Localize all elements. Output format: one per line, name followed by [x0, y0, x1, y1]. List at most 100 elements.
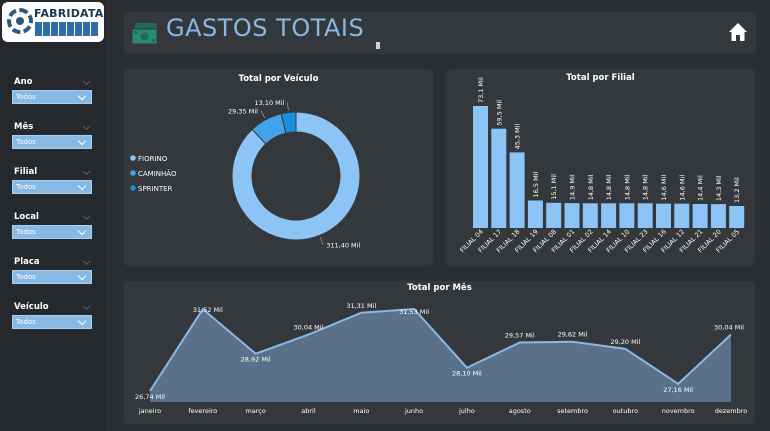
area-data-label: 31,53 Mil — [399, 308, 429, 316]
bar-data-label: 14,8 Mil — [605, 174, 613, 200]
donut-data-label: 29,35 Mil — [228, 107, 258, 115]
bar[interactable] — [564, 203, 580, 228]
chart-title-mes: Total por Mês — [407, 283, 472, 293]
chevron-down-icon — [77, 226, 87, 236]
area-data-label: 29,20 Mil — [610, 338, 640, 346]
month-label: agosto — [509, 407, 531, 415]
bar-data-label: 14,8 Mil — [587, 174, 595, 200]
filter-mes-label: Mês — [14, 122, 34, 132]
bar[interactable] — [637, 203, 653, 228]
area-data-label: 29,62 Mil — [558, 331, 588, 339]
bar[interactable] — [656, 203, 671, 228]
collapse-chevron-icon[interactable] — [82, 302, 91, 311]
bar-data-label: 16,5 Mil — [532, 172, 540, 198]
month-label: setembro — [557, 407, 588, 415]
gear-icon — [7, 8, 33, 34]
filter-placa-label: Placa — [14, 257, 40, 267]
filter-local-label: Local — [14, 212, 39, 222]
area-data-label: 27,16 Mil — [663, 386, 693, 394]
legend-marker — [130, 155, 136, 161]
collapse-chevron-icon[interactable] — [82, 122, 91, 131]
leader-line — [320, 237, 324, 245]
filter-filial-dropdown[interactable]: Todos — [12, 180, 92, 194]
area-data-label: 31,52 Mil — [193, 306, 223, 314]
chart-title-filial: Total por Filial — [566, 73, 635, 83]
month-label: fevereiro — [188, 407, 217, 415]
chevron-down-icon — [77, 181, 87, 191]
area-line — [149, 307, 732, 392]
collapse-chevron-icon[interactable] — [82, 77, 91, 86]
sidebar: FABRIDATA Ano Todos Mês Todos Filial Tod… — [0, 0, 107, 431]
bar[interactable] — [729, 205, 745, 228]
legend-item-sprinter[interactable]: SPRINTER — [138, 185, 173, 193]
filter-local-value: Todos — [16, 228, 36, 236]
area-fill — [150, 309, 731, 402]
page-header: GASTOS TOTAIS — [124, 12, 756, 54]
bar[interactable] — [710, 204, 726, 228]
legend-item-fiorino[interactable]: FIORINO — [138, 155, 168, 163]
chevron-down-icon — [77, 316, 87, 326]
bar[interactable] — [546, 202, 562, 228]
bar[interactable] — [473, 106, 488, 228]
page-title: GASTOS TOTAIS — [166, 14, 365, 42]
bar[interactable] — [582, 203, 598, 228]
collapse-chevron-icon[interactable] — [82, 167, 91, 176]
filter-ano-value: Todos — [16, 93, 36, 101]
month-label: maio — [353, 407, 369, 415]
bar-data-label: 15,1 Mil — [550, 174, 558, 200]
money-icon — [131, 23, 158, 45]
donut-slice-sprinter[interactable] — [280, 111, 297, 134]
bar-data-label: 14,4 Mil — [697, 175, 705, 201]
bar[interactable] — [509, 152, 525, 228]
filter-veiculo-dropdown[interactable]: Todos — [12, 315, 92, 329]
bar-data-label: 14,6 Mil — [678, 175, 686, 201]
chevron-down-icon — [77, 91, 87, 101]
donut-slice-fiorino[interactable] — [231, 111, 361, 241]
bar[interactable] — [674, 203, 690, 228]
month-label: outubro — [613, 407, 638, 415]
area-data-label: 26,74 Mil — [135, 393, 165, 401]
bar-data-label: 59,5 Mil — [495, 100, 503, 126]
month-label: janeiro — [138, 407, 161, 415]
area-data-label: 31,31 Mil — [346, 302, 376, 310]
bar[interactable] — [491, 128, 507, 228]
fabridata-logo: FABRIDATA — [2, 2, 104, 42]
collapse-chevron-icon[interactable] — [82, 212, 91, 221]
filter-placa-value: Todos — [16, 273, 36, 281]
filter-ano-dropdown[interactable]: Todos — [12, 90, 92, 104]
logo-text: FABRIDATA — [34, 7, 104, 20]
bar[interactable] — [527, 200, 543, 228]
month-label: junho — [404, 407, 423, 415]
leader-line — [260, 110, 266, 119]
area-data-label: 28,92 Mil — [241, 356, 271, 364]
bar[interactable] — [619, 203, 635, 228]
leader-line — [287, 102, 289, 111]
panel-total-por-mes: Total por Mês 26,74 Mil janeiro 31,52 Mil f… — [124, 281, 755, 424]
filter-local-dropdown[interactable]: Todos — [12, 225, 92, 239]
filter-placa-dropdown[interactable]: Todos — [12, 270, 92, 284]
bar[interactable] — [601, 203, 617, 228]
bar[interactable] — [692, 203, 708, 228]
bar-data-label: 14,3 Mil — [715, 175, 723, 201]
month-label: abril — [301, 407, 316, 415]
collapse-chevron-icon[interactable] — [82, 257, 91, 266]
panel-total-por-filial: Total por Filial 73,1 Mil FILIAL 04 59,5 M… — [446, 69, 755, 266]
month-label: dezembro — [715, 407, 748, 415]
bar-data-label: 45,3 Mil — [514, 123, 522, 149]
area-data-label: 30,04 Mil — [294, 324, 324, 332]
filter-mes-value: Todos — [16, 138, 36, 146]
home-icon[interactable] — [728, 22, 748, 42]
legend-item-caminhão[interactable]: CAMINHÃO — [138, 169, 177, 178]
area-data-label: 28,10 Mil — [452, 370, 482, 378]
bar-data-label: 13,2 Mil — [733, 177, 741, 203]
right-rail — [762, 0, 770, 431]
filter-filial-label: Filial — [14, 167, 38, 177]
filter-filial-value: Todos — [16, 183, 36, 191]
donut-data-label: 13,10 Mil — [255, 99, 285, 107]
solar-panel-icon — [35, 22, 99, 36]
filter-ano-label: Ano — [14, 77, 33, 87]
filter-mes-dropdown[interactable]: Todos — [12, 135, 92, 149]
area-chart: 26,74 Mil janeiro 31,52 Mil fevereiro 28,92 … — [135, 302, 748, 415]
